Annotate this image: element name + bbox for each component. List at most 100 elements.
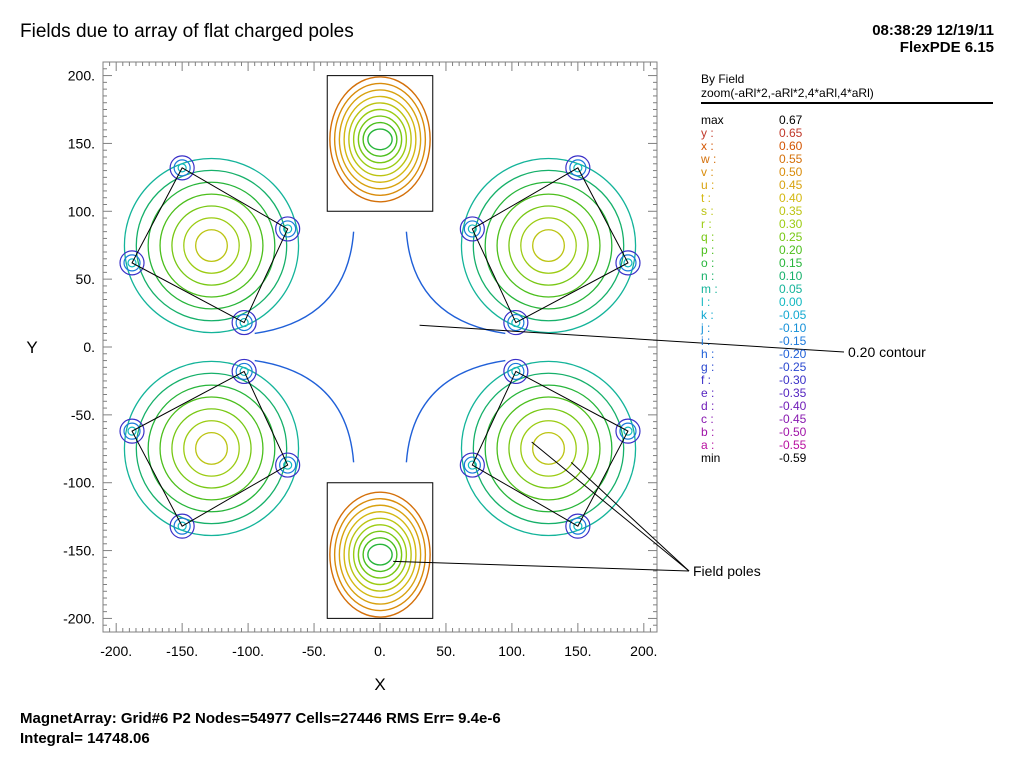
legend-label: min <box>701 451 721 465</box>
contour-line <box>484 181 613 310</box>
x-tick-label: 150. <box>564 643 591 659</box>
x-tick-label: 100. <box>498 643 525 659</box>
legend-label: h : <box>701 347 715 361</box>
legend-level-row: d : -0.40 <box>701 400 993 413</box>
contour-line <box>507 362 525 381</box>
contour-line <box>338 504 422 605</box>
y-tick-label: -150. <box>63 543 95 559</box>
legend-level-row: a : -0.55 <box>701 439 993 452</box>
timestamp: 08:38:29 12/19/11 <box>872 22 994 39</box>
y-tick-label: 150. <box>68 135 95 151</box>
legend-value: 0.65 <box>779 126 803 140</box>
contour-line <box>177 521 187 531</box>
contour-line <box>619 254 637 272</box>
contour-line <box>338 89 422 190</box>
contour-line <box>619 422 637 440</box>
contour-line <box>231 309 257 336</box>
x-tick-label: 0. <box>374 643 386 659</box>
contour-line <box>520 217 577 274</box>
run-stamp: 08:38:29 12/19/11 FlexPDE 6.15 <box>872 22 994 56</box>
legend-level-row: u : 0.45 <box>701 179 993 192</box>
contour-line <box>333 498 427 612</box>
legend-value: 0.35 <box>779 204 803 218</box>
legend-value: -0.50 <box>779 425 807 439</box>
contour-line <box>484 384 613 513</box>
y-tick-label: -200. <box>63 610 95 626</box>
legend-label: max <box>701 113 724 127</box>
contour-line <box>367 128 393 151</box>
chart-title: Fields due to array of flat charged pole… <box>20 21 354 42</box>
legend-value: -0.10 <box>779 321 807 335</box>
contour-line <box>362 537 398 573</box>
legend-label: k : <box>701 308 714 322</box>
legend-label: i : <box>701 334 711 348</box>
grid-stats: MagnetArray: Grid#6 P2 Nodes=54977 Cells… <box>20 710 501 727</box>
legend-label: p : <box>701 243 715 257</box>
legend-level-row: g : -0.25 <box>701 361 993 374</box>
x-tick-label: 200. <box>630 643 657 659</box>
contour-line <box>532 229 565 263</box>
contour-line <box>254 231 506 463</box>
contour-line <box>460 360 637 537</box>
y-tick-label: 50. <box>76 271 95 287</box>
contour-line <box>239 317 249 328</box>
x-tick-label: -150. <box>166 643 198 659</box>
legend-value: 0.10 <box>779 269 803 283</box>
software-version: FlexPDE 6.15 <box>899 39 994 56</box>
contour-line <box>459 216 485 242</box>
legend-label: g : <box>701 360 715 374</box>
legend-level-row: t : 0.40 <box>701 192 993 205</box>
legend-level-row: v : 0.50 <box>701 166 993 179</box>
contour-line <box>329 491 431 618</box>
y-axis-label: Y <box>26 338 37 357</box>
contour-line <box>177 163 187 173</box>
legend-level-row: i : -0.15 <box>701 335 993 348</box>
contour-line <box>195 431 228 465</box>
axis-ticks: -200. -150. -100. -50. 0. 50. 100. 150. 200. 200.… <box>26 61 658 694</box>
contour-line <box>511 317 521 328</box>
legend-level-row: s : 0.35 <box>701 205 993 218</box>
legend-label: d : <box>701 399 715 413</box>
contour-line <box>463 456 481 474</box>
contour-line <box>127 258 137 268</box>
legend-level-row: n : 0.10 <box>701 270 993 283</box>
contour-line <box>565 155 591 181</box>
contour-line <box>235 362 253 381</box>
annotation-label: Field poles <box>693 563 761 579</box>
contour-line <box>348 517 412 592</box>
legend-value: 0.30 <box>779 217 803 231</box>
contour-line <box>496 193 601 298</box>
legend-value: 0.20 <box>779 243 803 257</box>
legend-level-row: q : 0.25 <box>701 231 993 244</box>
contour-line <box>279 456 297 474</box>
legend-min-row: min -0.59 <box>701 452 993 465</box>
pole-outline-1 <box>326 75 434 212</box>
contour-line <box>275 452 301 478</box>
contour-line <box>123 360 300 537</box>
legend-value: -0.20 <box>779 347 807 361</box>
legend-label: m : <box>701 282 718 296</box>
y-tick-label: 0. <box>83 339 95 355</box>
contour-line <box>159 396 264 501</box>
contour-line <box>623 426 633 436</box>
contour-line <box>459 452 485 478</box>
legend-divider <box>701 102 993 104</box>
contour-line <box>357 530 403 579</box>
legend-value: 0.25 <box>779 230 803 244</box>
annotations: 0.20 contour Field poles <box>393 324 926 579</box>
legend-value: -0.55 <box>779 438 807 452</box>
contour-lines <box>119 76 641 618</box>
contour-line <box>169 513 195 539</box>
legend-value: 0.55 <box>779 152 803 166</box>
contour-line <box>463 220 481 238</box>
contour-line <box>195 229 228 263</box>
legend-value: -0.30 <box>779 373 807 387</box>
legend-level-row: b : -0.50 <box>701 426 993 439</box>
y-tick-label: -50. <box>71 407 95 423</box>
contour-line <box>283 460 293 470</box>
legend-label: c : <box>701 412 714 426</box>
y-tick-label: 200. <box>68 68 95 84</box>
contour-line <box>623 258 633 268</box>
legend-level-row: c : -0.45 <box>701 413 993 426</box>
legend-label: v : <box>701 165 714 179</box>
